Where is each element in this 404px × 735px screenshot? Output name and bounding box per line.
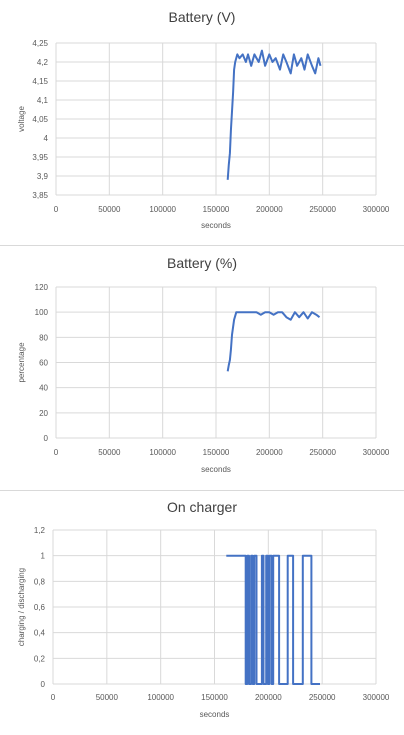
x-axis-label: seconds [201,221,231,230]
battery-percent-chart: Battery (%) 0 20 40 60 80 100 120 0 50000 100000 15… [0,246,404,490]
chart-title: On charger [167,499,237,515]
y-tick-label: 20 [39,409,48,418]
x-tick-label: 150000 [201,693,228,702]
y-tick-label: 120 [35,283,49,292]
x-tick-label: 200000 [256,448,283,457]
series-line [226,311,321,372]
chart-divider [0,490,404,491]
y-tick-label: 0 [44,434,49,443]
x-tick-label: 150000 [203,448,230,457]
chart-divider [0,245,404,246]
chart-title: Battery (V) [169,9,236,25]
x-tick-label: 100000 [149,205,176,214]
series-line [226,49,322,180]
y-tick-label: 0 [41,680,46,689]
y-axis-label: charging / discharging [17,568,26,646]
x-tick-label: 50000 [96,693,119,702]
x-tick-label: 300000 [363,693,390,702]
y-tick-label: 4,1 [37,96,49,105]
x-tick-label: 50000 [98,205,121,214]
y-axis-label: percentage [17,342,26,383]
series-line [226,554,320,685]
y-tick-label: 0,8 [34,577,46,586]
y-tick-label: 4,25 [32,39,48,48]
y-tick-label: 1 [41,552,46,561]
on-charger-chart: On charger 0 0,2 0,4 0,6 0,8 1 1,2 0 50000 100000 1… [0,491,404,735]
x-tick-label: 50000 [98,448,121,457]
y-tick-label: 3,95 [32,153,48,162]
x-tick-label: 200000 [256,205,283,214]
x-tick-label: 0 [54,448,59,457]
y-tick-label: 3,9 [37,172,49,181]
x-tick-label: 0 [51,693,56,702]
x-tick-label: 250000 [309,205,336,214]
y-tick-label: 4,15 [32,77,48,86]
x-tick-label: 0 [54,205,59,214]
y-axis-label: voltage [17,106,26,132]
x-tick-label: 150000 [203,205,230,214]
y-tick-label: 0,6 [34,603,46,612]
x-axis-label: seconds [201,465,231,474]
y-tick-label: 60 [39,359,48,368]
y-tick-label: 0,2 [34,654,46,663]
battery-voltage-chart: Battery (V) 3,85 3,9 3,95 4 4,05 4,1 4,15 4,2 4,2… [0,0,404,244]
chart-1-svg: Battery (%) 0 20 40 60 80 100 120 0 50000 100000 15… [17,255,390,474]
x-axis-label: seconds [200,710,230,719]
x-tick-label: 100000 [149,448,176,457]
y-tick-label: 0,4 [34,629,46,638]
y-tick-label: 4 [44,134,49,143]
chart-2-svg: On charger 0 0,2 0,4 0,6 0,8 1 1,2 0 50000 100000 1… [17,499,390,719]
x-tick-label: 300000 [363,448,390,457]
x-tick-label: 250000 [309,448,336,457]
chart-0-svg: Battery (V) 3,85 3,9 3,95 4 4,05 4,1 4,15 4,2 4,2… [17,9,390,230]
y-tick-label: 80 [39,333,48,342]
y-tick-label: 1,2 [34,526,46,535]
x-tick-label: 250000 [309,693,336,702]
y-tick-label: 100 [35,308,49,317]
chart-title: Battery (%) [167,255,237,271]
y-tick-label: 4,05 [32,115,48,124]
x-tick-label: 100000 [147,693,174,702]
x-tick-label: 300000 [363,205,390,214]
x-tick-label: 200000 [255,693,282,702]
y-tick-label: 3,85 [32,191,48,200]
y-tick-label: 40 [39,384,48,393]
y-tick-label: 4,2 [37,58,49,67]
